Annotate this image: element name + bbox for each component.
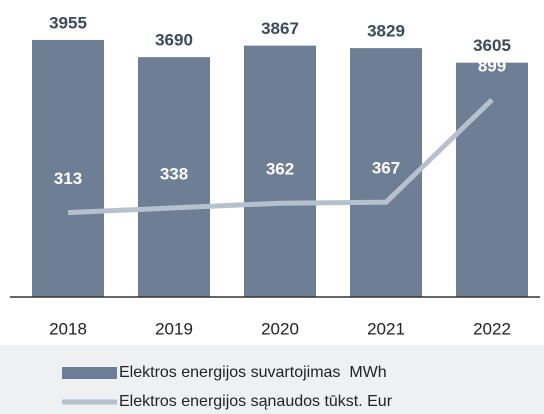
bar-value-label: 3955 [49,13,87,32]
x-tick-label: 2019 [155,319,193,338]
bar [244,45,316,297]
line-value-label: 367 [372,159,400,178]
legend-swatch [62,367,117,379]
bar-value-label: 3867 [261,19,299,38]
x-tick-label: 2021 [367,319,405,338]
bar-value-label: 3690 [155,31,193,50]
bar-value-label: 3605 [473,36,511,55]
legend-label: Elektros energijos sąnaudos tūkst. Eur [119,393,393,410]
line-value-label: 338 [160,164,188,183]
legend-label: Elektros energijos suvartojimas MWh [119,364,387,381]
x-tick-label: 2022 [473,319,511,338]
bar-value-label: 3829 [367,22,405,41]
bar [350,48,422,297]
line-value-label: 362 [266,160,294,179]
line-value-label: 313 [54,169,82,188]
x-tick-label: 2020 [261,319,299,338]
line [67,97,494,216]
line-value-label: 899 [478,56,506,75]
bar [456,62,528,297]
bar [32,39,104,298]
bar [138,57,210,298]
x-tick-label: 2018 [49,319,87,338]
